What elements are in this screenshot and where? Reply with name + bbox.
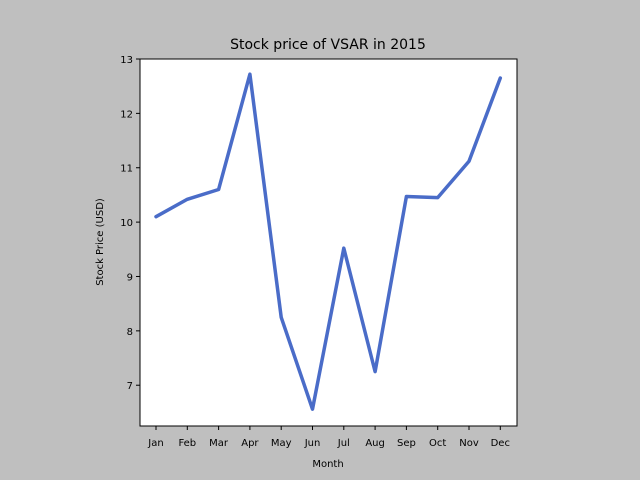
x-axis: Jan Feb Mar Apr May Jun Jul Aug Sep Oct Nov Dec [147,426,510,449]
y-tick-label: 13 [120,55,133,66]
y-tick-label: 10 [120,218,133,229]
x-axis-label: Month [312,459,343,470]
y-tick-label: 12 [120,109,133,120]
x-tick-label: Sep [397,438,416,449]
x-tick-label: Jan [147,438,163,449]
y-tick-label: 9 [127,272,133,283]
x-tick-label: Oct [429,438,446,449]
y-axis: 7 8 9 10 11 12 13 [120,55,140,392]
x-tick-label: Jul [337,438,350,449]
x-tick-label: Jun [304,438,321,449]
y-axis-label: Stock Price (USD) [95,198,106,286]
x-tick-label: Mar [209,438,229,449]
y-tick-label: 8 [127,327,133,338]
x-tick-label: May [271,438,292,449]
x-tick-label: Aug [365,438,385,449]
x-tick-label: Apr [241,438,259,449]
x-tick-label: Feb [178,438,196,449]
x-tick-label: Dec [491,438,510,449]
plot-area [139,58,518,427]
y-tick-label: 11 [120,164,133,175]
x-tick-label: Nov [459,438,479,449]
y-tick-label: 7 [127,381,133,392]
chart-title: Stock price of VSAR in 2015 [230,37,426,53]
series-line [154,72,503,411]
